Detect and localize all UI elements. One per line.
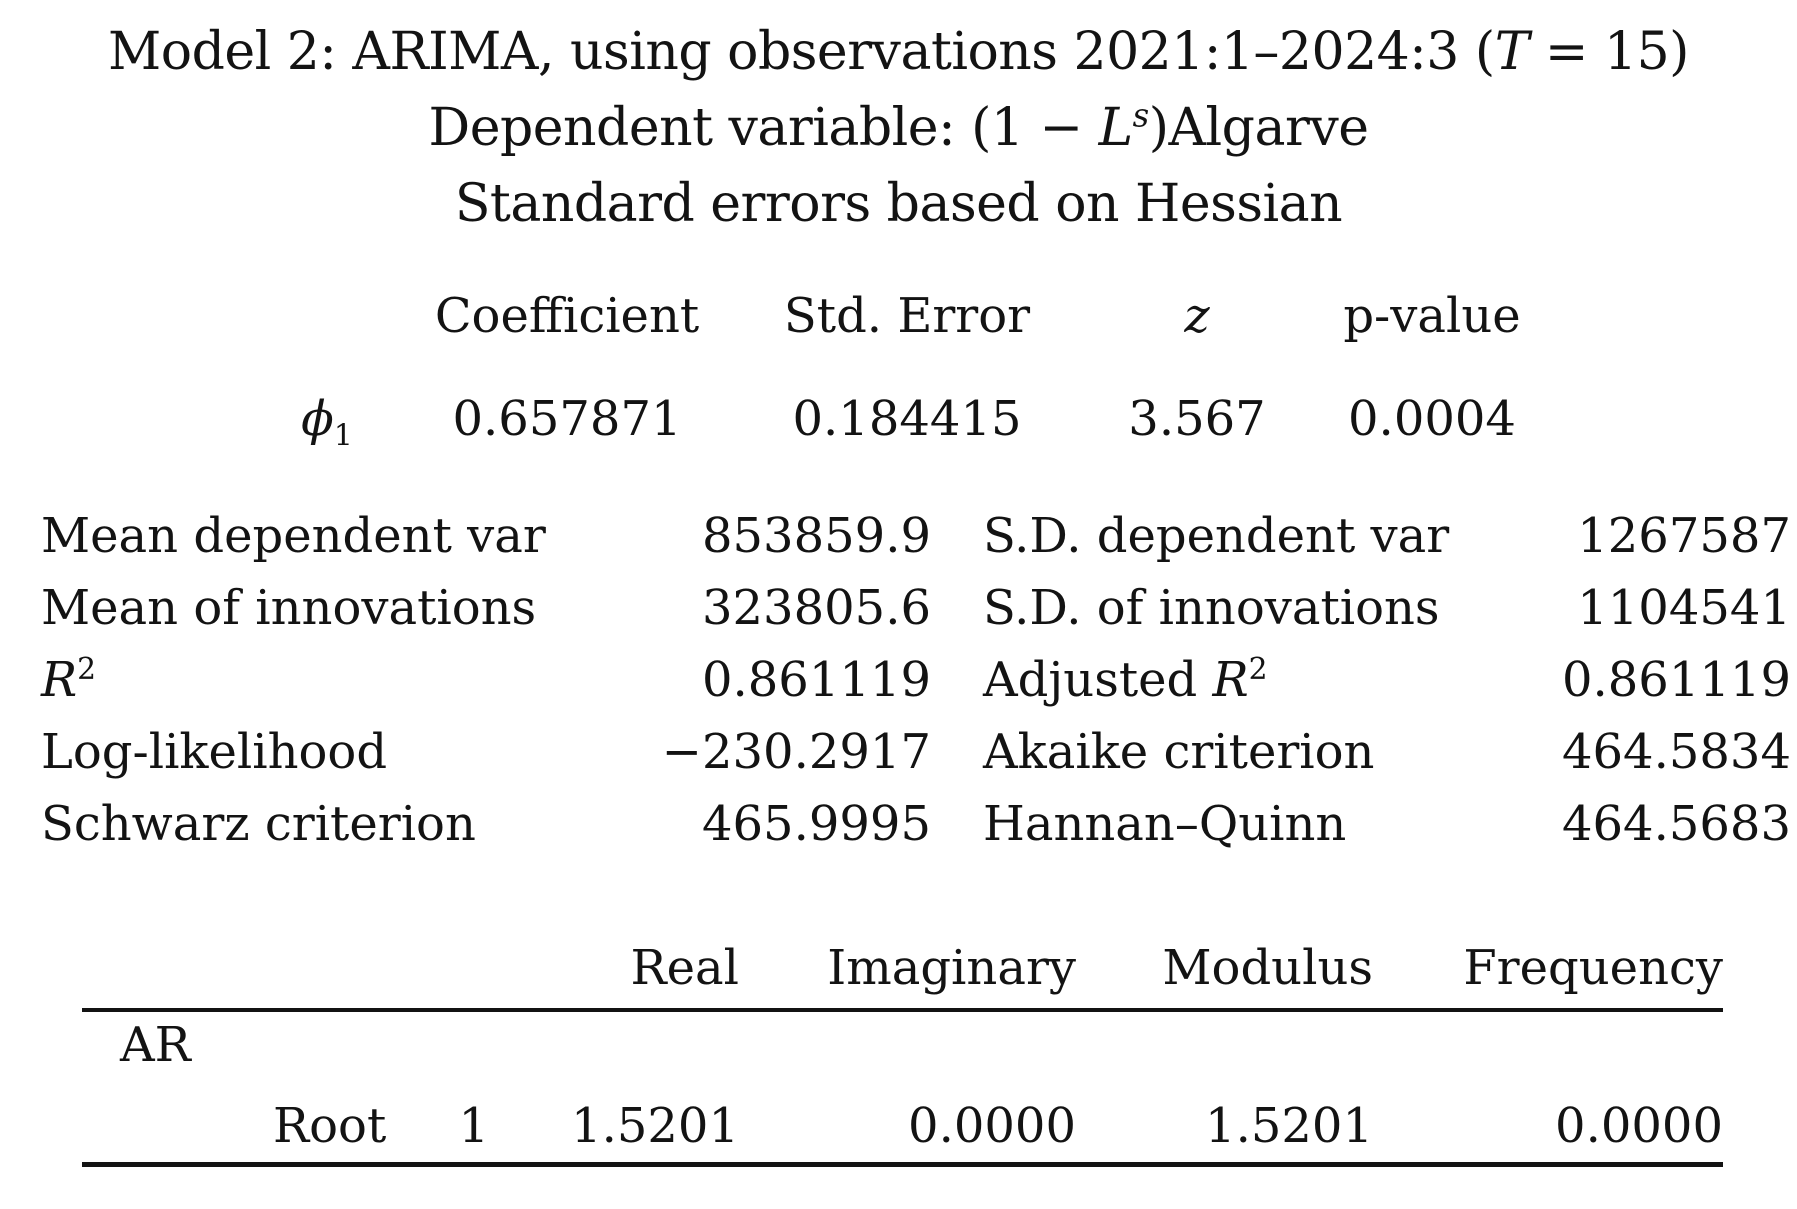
root-label: Root xyxy=(273,1098,387,1154)
coef-header-p-value: p-value xyxy=(1343,288,1521,344)
roots-table-bottom-rule xyxy=(82,1162,1723,1167)
roots-header-modulus: Modulus xyxy=(1162,940,1373,996)
stat-value-right: 1104541 xyxy=(1577,580,1791,636)
phi-symbol: ϕ xyxy=(301,391,334,447)
T-symbol: T xyxy=(1494,22,1530,82)
root-modulus: 1.5201 xyxy=(1205,1098,1373,1154)
coef-header-std-error: Std. Error xyxy=(783,288,1031,344)
stat-value-right: 464.5683 xyxy=(1561,796,1791,852)
coefficient-value: 0.657871 xyxy=(452,391,682,447)
stat-value-right: 0.861119 xyxy=(1561,652,1791,708)
roots-table-top-rule xyxy=(82,1008,1723,1012)
coefficient-row: ϕ1 0.657871 0.184415 3.567 0.0004 xyxy=(252,391,1552,451)
coef-header-coefficient: Coefficient xyxy=(434,288,700,344)
roots-header-frequency: Frequency xyxy=(1463,940,1723,996)
stat-value-right: 464.5834 xyxy=(1561,724,1791,780)
stat-label-right: S.D. dependent var xyxy=(983,508,1450,564)
stats-row-mean-innovations: Mean of innovations 323805.6 S.D. of inn… xyxy=(41,572,1791,644)
model-title-suffix: = 15) xyxy=(1528,22,1690,82)
coefficient-table-header: Coefficient Std. Error z p-value xyxy=(252,288,1552,344)
stat-label-left: R2 xyxy=(41,644,640,716)
stats-gap xyxy=(931,788,983,860)
root-row-indent xyxy=(82,1098,273,1154)
root-index: 1 xyxy=(458,1098,489,1154)
root-imaginary: 0.0000 xyxy=(908,1098,1076,1154)
stats-row-schwarz: Schwarz criterion 465.9995 Hannan–Quinn … xyxy=(41,788,1791,860)
stat-value-left: −230.2917 xyxy=(661,724,931,780)
stats-gap xyxy=(931,644,983,716)
z-value: 3.567 xyxy=(1128,391,1266,447)
stats-row-mean-dependent: Mean dependent var 853859.9 S.D. depende… xyxy=(41,500,1791,572)
stats-row-r-squared: R2 0.861119 Adjusted R2 0.861119 xyxy=(41,644,1791,716)
ar-section-label: AR xyxy=(120,1017,191,1073)
coef-header-spacer xyxy=(252,288,402,344)
model-statistics: Mean dependent var 853859.9 S.D. depende… xyxy=(41,500,1791,860)
coef-header-z: z xyxy=(1184,288,1210,344)
stat-value-right: 1267587 xyxy=(1577,508,1791,564)
stat-value-left: 0.861119 xyxy=(701,652,931,708)
root-frequency: 0.0000 xyxy=(1555,1098,1723,1154)
model-title-text: Model 2: ARIMA, using observations 2021:… xyxy=(108,22,1495,82)
roots-table: Real Imaginary Modulus Frequency AR Root… xyxy=(82,940,1723,1167)
r-squared-sup: 2 xyxy=(77,652,97,687)
stats-gap xyxy=(931,716,983,788)
stats-gap xyxy=(931,500,983,572)
coefficient-table: Coefficient Std. Error z p-value ϕ1 0.65… xyxy=(252,288,1552,451)
stats-row-log-likelihood: Log-likelihood −230.2917 Akaike criterio… xyxy=(41,716,1791,788)
stat-label-right: Adjusted R2 xyxy=(983,644,1500,716)
std-error-value: 0.184415 xyxy=(792,391,1022,447)
roots-table-header: Real Imaginary Modulus Frequency xyxy=(82,940,1723,1008)
phi-subscript: 1 xyxy=(333,418,353,454)
stat-value-left: 853859.9 xyxy=(701,508,931,564)
stat-label-left: Mean dependent var xyxy=(41,508,546,564)
stat-label-left: Schwarz criterion xyxy=(41,796,476,852)
roots-header-imaginary: Imaginary xyxy=(827,940,1076,996)
stat-label-left: Log-likelihood xyxy=(41,724,388,780)
adjusted-prefix: Adjusted xyxy=(983,652,1213,708)
model-header: Model 2: ARIMA, using observations 2021:… xyxy=(0,14,1797,242)
stat-label-right: Hannan–Quinn xyxy=(983,796,1347,852)
lag-operator-exponent: s xyxy=(1132,96,1150,135)
lag-operator-symbol: L xyxy=(1098,98,1134,158)
stat-value-left: 465.9995 xyxy=(701,796,931,852)
roots-header-real: Real xyxy=(630,940,739,996)
adjusted-r-squared-sup: 2 xyxy=(1248,652,1268,687)
dependent-variable-line: Dependent variable: (1 − Ls)Algarve xyxy=(0,90,1797,166)
param-symbol: ϕ1 xyxy=(252,391,402,451)
root-real: 1.5201 xyxy=(571,1098,739,1154)
p-value: 0.0004 xyxy=(1348,391,1516,447)
r-squared-base: R xyxy=(41,652,78,708)
dependent-variable-prefix: Dependent variable: (1 − xyxy=(428,98,1099,158)
stat-label-left: Mean of innovations xyxy=(41,580,537,636)
adjusted-r-squared-base: R xyxy=(1212,652,1249,708)
stats-gap xyxy=(931,572,983,644)
root-row: Root 1 1.5201 0.0000 1.5201 0.0000 xyxy=(82,1098,1723,1162)
model-title: Model 2: ARIMA, using observations 2021:… xyxy=(0,14,1797,90)
stderr-note: Standard errors based on Hessian xyxy=(454,174,1343,234)
stat-label-right: S.D. of innovations xyxy=(983,580,1440,636)
stat-label-right: Akaike criterion xyxy=(983,724,1375,780)
dependent-variable-name: )Algarve xyxy=(1148,98,1369,158)
stat-value-left: 323805.6 xyxy=(701,580,931,636)
